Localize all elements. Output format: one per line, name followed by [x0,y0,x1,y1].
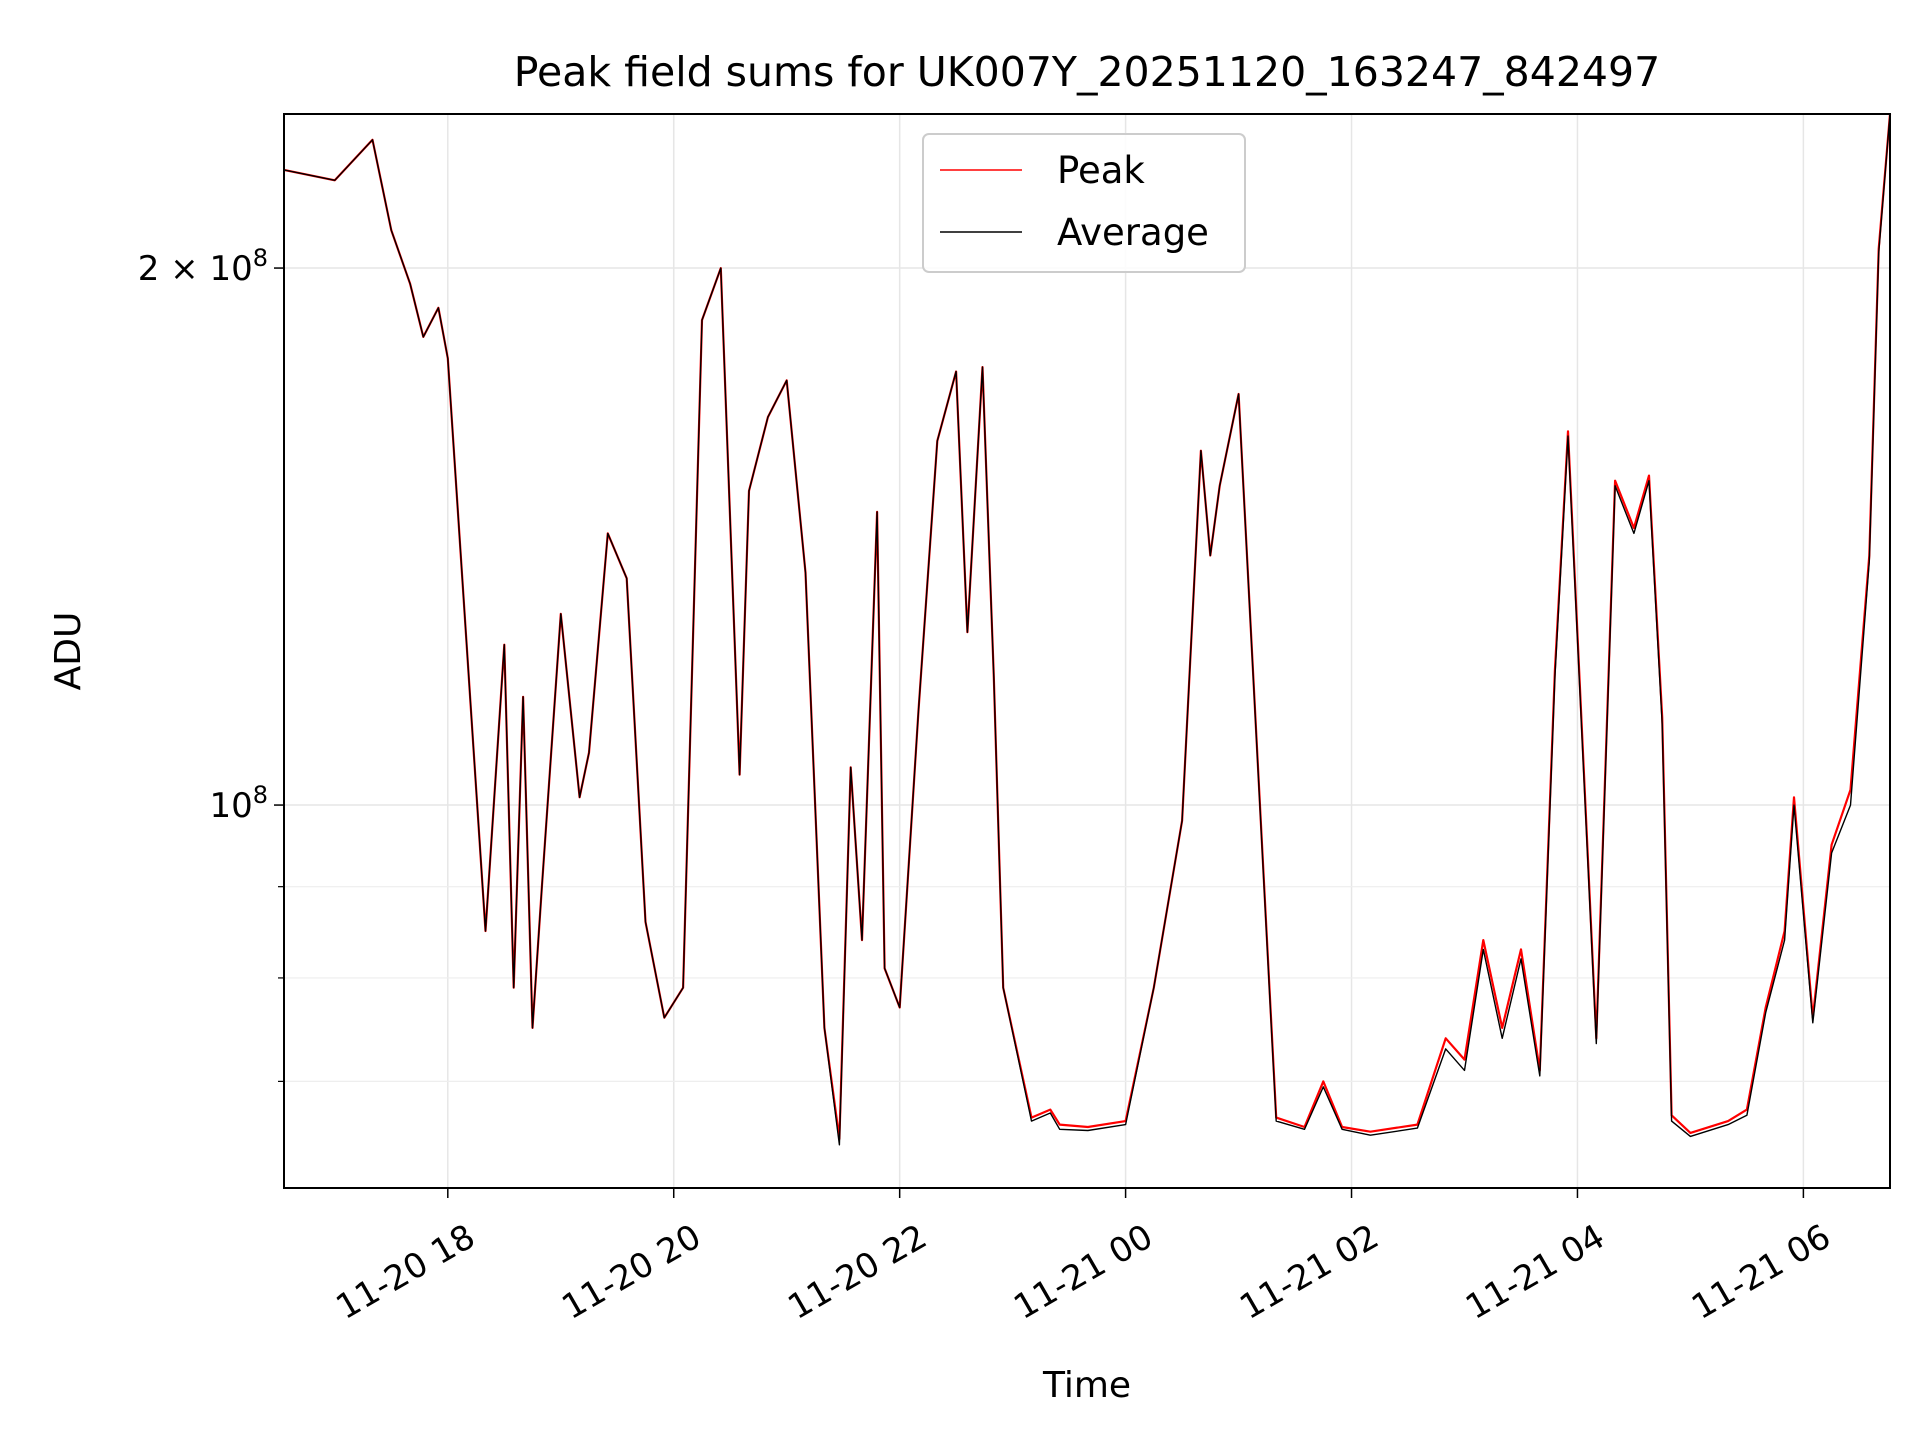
y-axis: 108 2 × 108 [138,244,284,1082]
y-axis-label: ADU [48,612,89,691]
legend: Peak Average [922,133,1246,273]
plot-frame [283,113,1891,1189]
y-tick-label: 2 × 108 [138,244,268,289]
legend-average-label: Average [1057,211,1209,254]
series-layer [283,113,1892,1146]
legend-box [922,133,1246,273]
chart-title: Peak field sums for UK007Y_20251120_1632… [514,48,1660,96]
y-tick-label: 108 [209,781,268,826]
gridlines [284,114,1890,1188]
x-axis-label: Time [1042,1365,1131,1406]
legend-peak-label: Peak [1057,149,1145,192]
series-line-average [283,113,1891,1146]
